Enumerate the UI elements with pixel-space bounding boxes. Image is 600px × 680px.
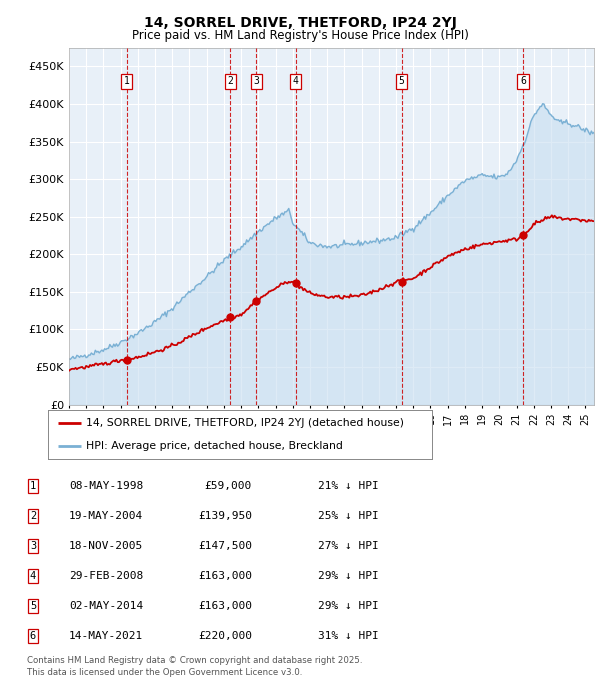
- Text: 5: 5: [30, 601, 36, 611]
- Text: 19-MAY-2004: 19-MAY-2004: [69, 511, 143, 521]
- Text: 08-MAY-1998: 08-MAY-1998: [69, 481, 143, 491]
- Text: 2: 2: [30, 511, 36, 521]
- Text: 18-NOV-2005: 18-NOV-2005: [69, 541, 143, 551]
- Text: 27% ↓ HPI: 27% ↓ HPI: [318, 541, 379, 551]
- Text: HPI: Average price, detached house, Breckland: HPI: Average price, detached house, Brec…: [86, 441, 343, 451]
- Text: £147,500: £147,500: [198, 541, 252, 551]
- Text: 5: 5: [399, 76, 404, 86]
- Text: 14, SORREL DRIVE, THETFORD, IP24 2YJ (detached house): 14, SORREL DRIVE, THETFORD, IP24 2YJ (de…: [86, 418, 404, 428]
- Text: 3: 3: [30, 541, 36, 551]
- Text: 31% ↓ HPI: 31% ↓ HPI: [318, 631, 379, 641]
- Text: £163,000: £163,000: [198, 601, 252, 611]
- Text: 1: 1: [30, 481, 36, 491]
- Text: Contains HM Land Registry data © Crown copyright and database right 2025.
This d: Contains HM Land Registry data © Crown c…: [27, 656, 362, 677]
- Text: 6: 6: [30, 631, 36, 641]
- Text: 2: 2: [227, 76, 233, 86]
- Text: 4: 4: [30, 571, 36, 581]
- Text: £139,950: £139,950: [198, 511, 252, 521]
- Text: 3: 3: [253, 76, 259, 86]
- Text: 21% ↓ HPI: 21% ↓ HPI: [318, 481, 379, 491]
- Text: 25% ↓ HPI: 25% ↓ HPI: [318, 511, 379, 521]
- Text: 29-FEB-2008: 29-FEB-2008: [69, 571, 143, 581]
- Text: 6: 6: [520, 76, 526, 86]
- Text: 02-MAY-2014: 02-MAY-2014: [69, 601, 143, 611]
- Text: 14, SORREL DRIVE, THETFORD, IP24 2YJ: 14, SORREL DRIVE, THETFORD, IP24 2YJ: [143, 16, 457, 30]
- Text: £220,000: £220,000: [198, 631, 252, 641]
- Text: 14-MAY-2021: 14-MAY-2021: [69, 631, 143, 641]
- Text: 29% ↓ HPI: 29% ↓ HPI: [318, 571, 379, 581]
- Text: Price paid vs. HM Land Registry's House Price Index (HPI): Price paid vs. HM Land Registry's House …: [131, 29, 469, 42]
- Text: £163,000: £163,000: [198, 571, 252, 581]
- Text: £59,000: £59,000: [205, 481, 252, 491]
- Text: 4: 4: [293, 76, 298, 86]
- Text: 29% ↓ HPI: 29% ↓ HPI: [318, 601, 379, 611]
- Text: 1: 1: [124, 76, 130, 86]
